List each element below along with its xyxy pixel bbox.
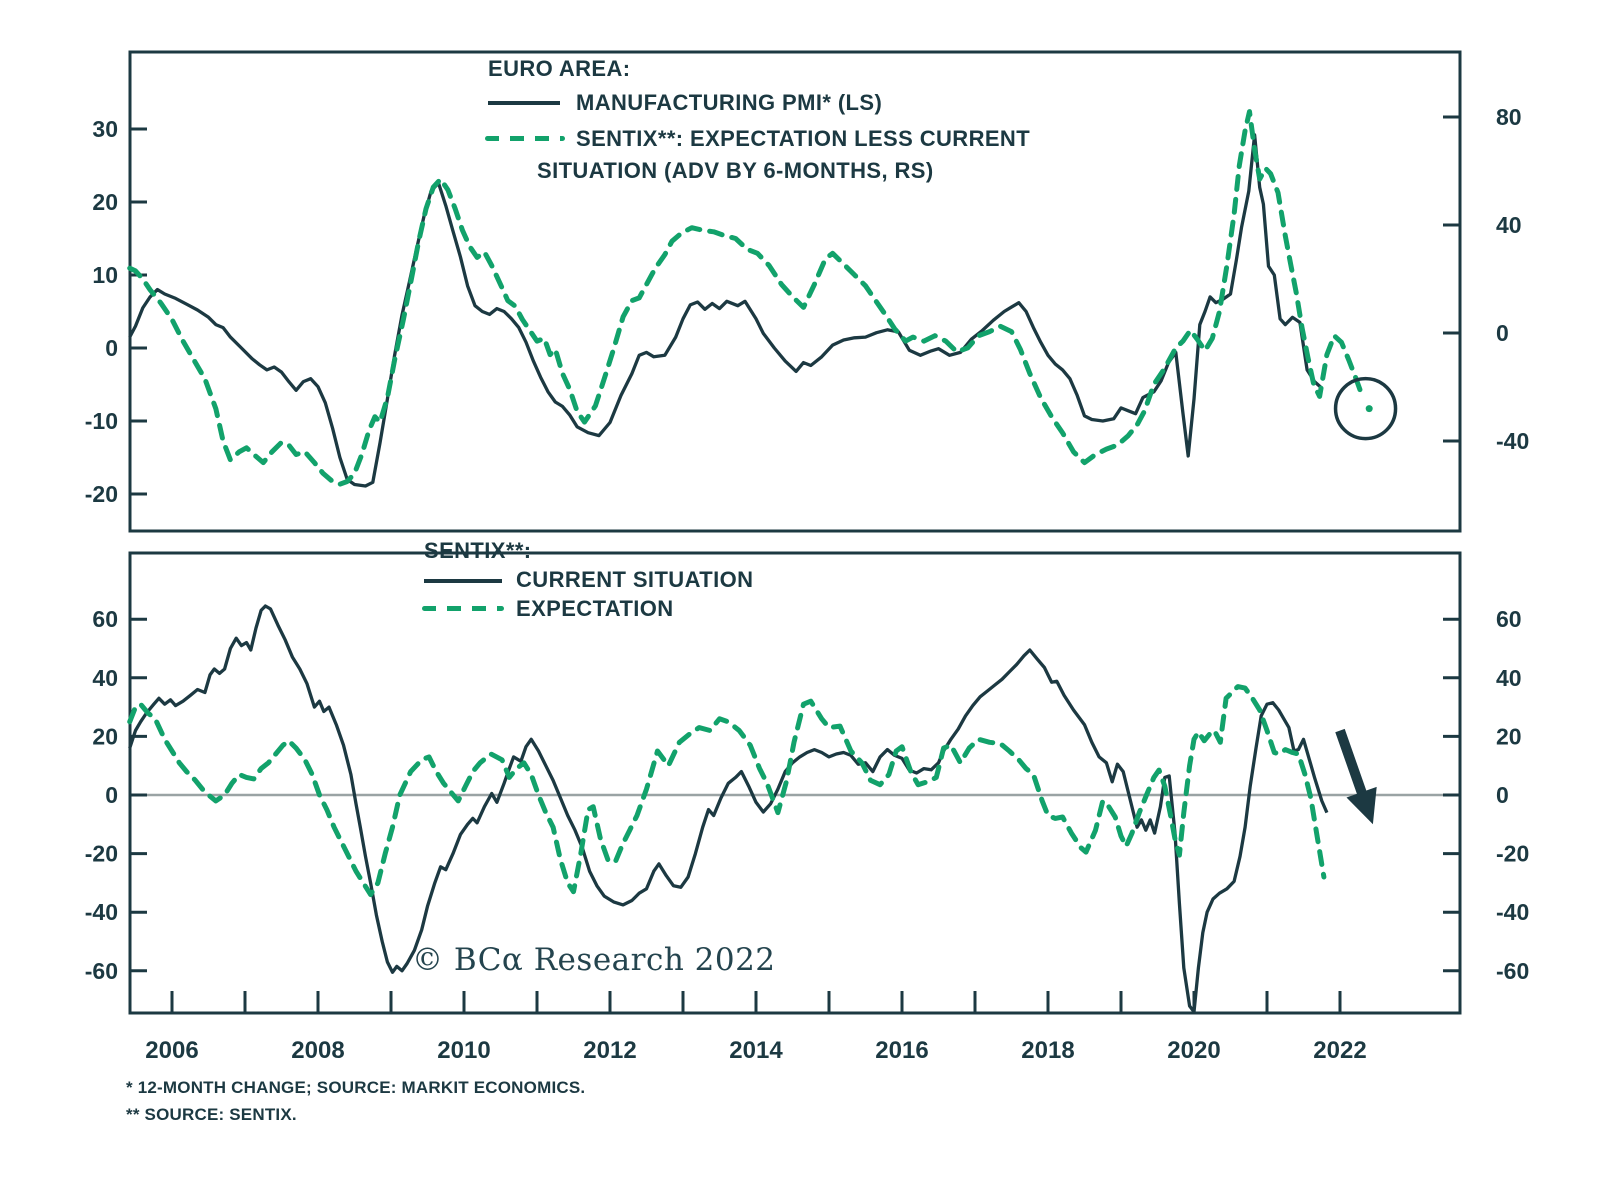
bottom-right-tick-label: -20 — [1496, 841, 1529, 867]
pmi-legend-label: MANUFACTURING PMI* (LS) — [576, 90, 883, 115]
x-axis-label: 2022 — [1313, 1037, 1366, 1064]
current-situation-legend-line-sample — [424, 579, 502, 583]
top-left-tick-label: 10 — [92, 262, 118, 288]
bottom-panel-frame — [128, 551, 1462, 1015]
sentix-spread-legend-label-line2: SITUATION (ADV BY 6-MONTHS, RS) — [537, 158, 934, 183]
expectation-legend-label: EXPECTATION — [516, 596, 674, 621]
bottom-right-tick-label: 0 — [1496, 782, 1509, 808]
bca-research-watermark: © BCα Research 2022 — [412, 942, 776, 978]
x-axis-label: 2012 — [583, 1037, 636, 1064]
top-right-tick-label: 80 — [1496, 104, 1522, 130]
footnote-markit: * 12-MONTH CHANGE; SOURCE: MARKIT ECONOM… — [126, 1078, 586, 1097]
top-left-tick-label: -10 — [85, 408, 118, 434]
bottom-left-tick-label: -60 — [85, 958, 118, 984]
top-left-tick-label: 0 — [105, 335, 118, 361]
bottom-right-tick-label: -60 — [1496, 958, 1529, 984]
top-solid-dark-line — [128, 133, 1323, 488]
bottom-left-tick-label: 60 — [92, 606, 118, 632]
bottom-left-tick-label: 0 — [105, 782, 118, 808]
bottom-dashed-green-line — [127, 684, 1327, 898]
top-right-tick-label: 40 — [1496, 212, 1522, 238]
bottom-right-tick-label: -40 — [1496, 899, 1529, 925]
expectation-legend-dash-sample — [422, 606, 504, 611]
bottom-right-tick-label: 40 — [1496, 665, 1522, 691]
top-left-tick-label: -20 — [85, 481, 118, 507]
series-end-dot — [1365, 405, 1373, 413]
bottom-left-tick-label: -20 — [85, 841, 118, 867]
bottom-right-tick-label: 60 — [1496, 606, 1522, 632]
top-right-tick-label: 0 — [1496, 320, 1509, 346]
x-axis-label: 2010 — [437, 1037, 490, 1064]
top-dashed-green-line — [127, 109, 1365, 487]
bottom-legend-title: SENTIX**: — [424, 538, 532, 563]
bottom-left-tick-label: 40 — [92, 665, 118, 691]
top-left-tick-label: 20 — [92, 189, 118, 215]
current-situation-legend-label: CURRENT SITUATION — [516, 567, 754, 592]
bottom-solid-dark-line — [128, 604, 1329, 1014]
highlight-circle-annotation — [1333, 376, 1398, 441]
footnote-sentix: ** SOURCE: SENTIX. — [126, 1105, 297, 1124]
down-arrow-head — [1346, 786, 1377, 825]
x-axis-label: 2014 — [729, 1037, 783, 1064]
top-legend-title: EURO AREA: — [488, 56, 631, 81]
x-axis-label: 2020 — [1167, 1037, 1220, 1064]
x-axis-label: 2016 — [875, 1037, 928, 1064]
sentix-spread-legend-dash-sample — [485, 136, 565, 141]
sentix-spread-legend-label-line1: SENTIX**: EXPECTATION LESS CURRENT — [576, 126, 1031, 151]
pmi-legend-line-sample — [488, 101, 560, 105]
bottom-left-tick-label: -40 — [85, 899, 118, 925]
bottom-left-tick-label: 20 — [92, 723, 118, 749]
top-panel-frame — [128, 50, 1462, 533]
top-left-tick-label: 30 — [92, 116, 118, 142]
x-axis-label: 2008 — [291, 1037, 344, 1064]
top-right-tick-label: -40 — [1496, 428, 1529, 454]
bottom-right-tick-label: 20 — [1496, 723, 1522, 749]
down-arrow-shaft — [1335, 728, 1369, 800]
x-axis-label: 2006 — [145, 1037, 198, 1064]
x-axis-label: 2018 — [1021, 1037, 1074, 1064]
